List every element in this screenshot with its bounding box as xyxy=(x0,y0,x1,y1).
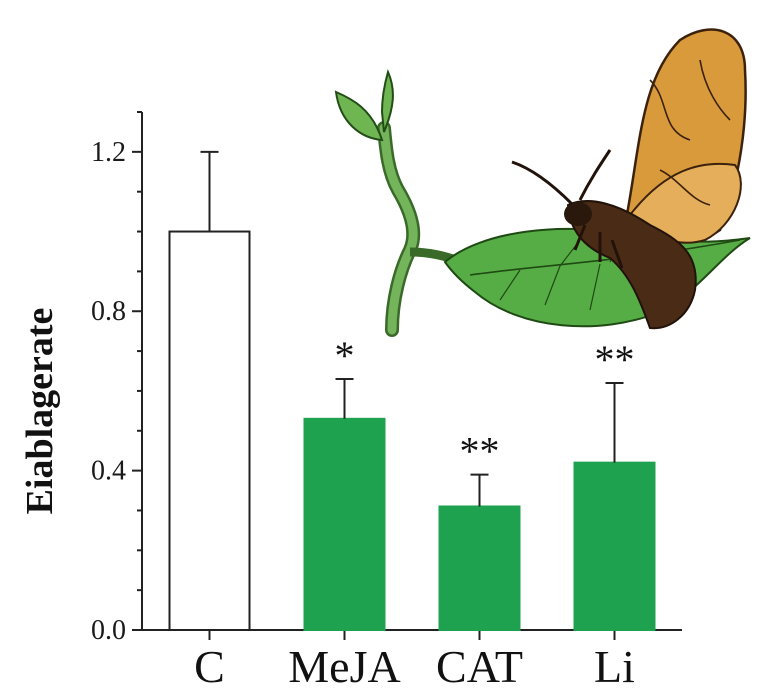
category-label: C xyxy=(194,641,225,688)
y-axis-label: Eiablagerate xyxy=(19,308,61,515)
y-tick-label: 1.2 xyxy=(91,137,126,168)
bar-li xyxy=(573,461,656,631)
category-label: CAT xyxy=(436,641,523,688)
bar-c xyxy=(168,230,251,632)
labels: 0.0 0.4 0.8 1.2 Eiablagerate C MeJA * CAT ** Li ** xyxy=(19,137,635,688)
significance-marker: * xyxy=(335,333,355,378)
y-tick-label: 0.0 xyxy=(91,615,126,646)
significance-marker: ** xyxy=(595,337,635,382)
y-tick-label: 0.8 xyxy=(91,296,126,327)
bars xyxy=(168,150,656,632)
bar-cat xyxy=(438,505,521,632)
significance-marker: ** xyxy=(460,429,500,474)
moth-on-leaf-icon xyxy=(334,28,751,337)
category-label: Li xyxy=(594,641,635,688)
bar-meja xyxy=(303,417,386,632)
category-label: MeJA xyxy=(288,641,400,688)
y-tick-label: 0.4 xyxy=(91,456,126,487)
